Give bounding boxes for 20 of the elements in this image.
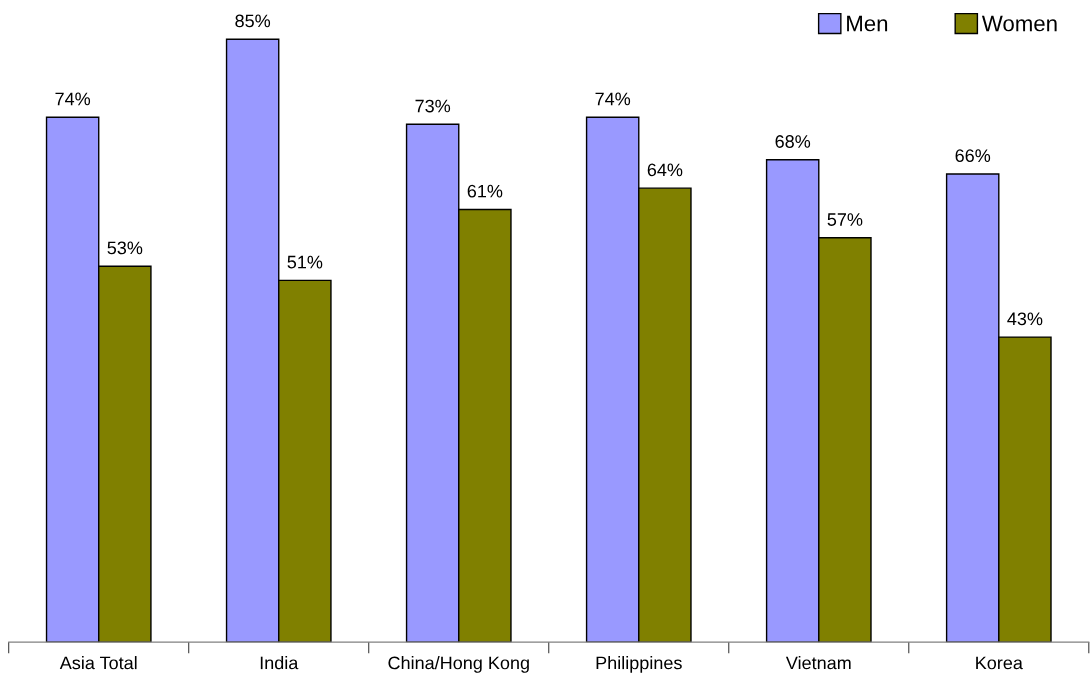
data-label: 85% [235,14,271,28]
data-label: 61% [467,184,503,198]
data-label: 74% [55,92,91,106]
data-label: 53% [107,241,143,255]
data-label: 57% [827,213,863,226]
legend-label: Women [981,15,1057,32]
legend-label: Men [847,15,888,32]
data-label: 74% [595,92,631,106]
x-tick-label: Philippines [596,656,682,673]
data-label: 73% [415,99,451,113]
data-label: 66% [955,149,991,163]
x-tick-label: Asia Total [59,656,137,670]
data-label: 64% [647,163,683,177]
data-label: 51% [287,255,323,269]
x-tick-label: Vietnam [785,656,851,670]
x-tick-label: India [260,656,299,670]
data-label: 43% [1007,312,1043,326]
x-tick-label: Korea [976,656,1023,670]
x-tick-label: China/Hong Kong [388,656,529,673]
data-label: 68% [775,135,811,148]
